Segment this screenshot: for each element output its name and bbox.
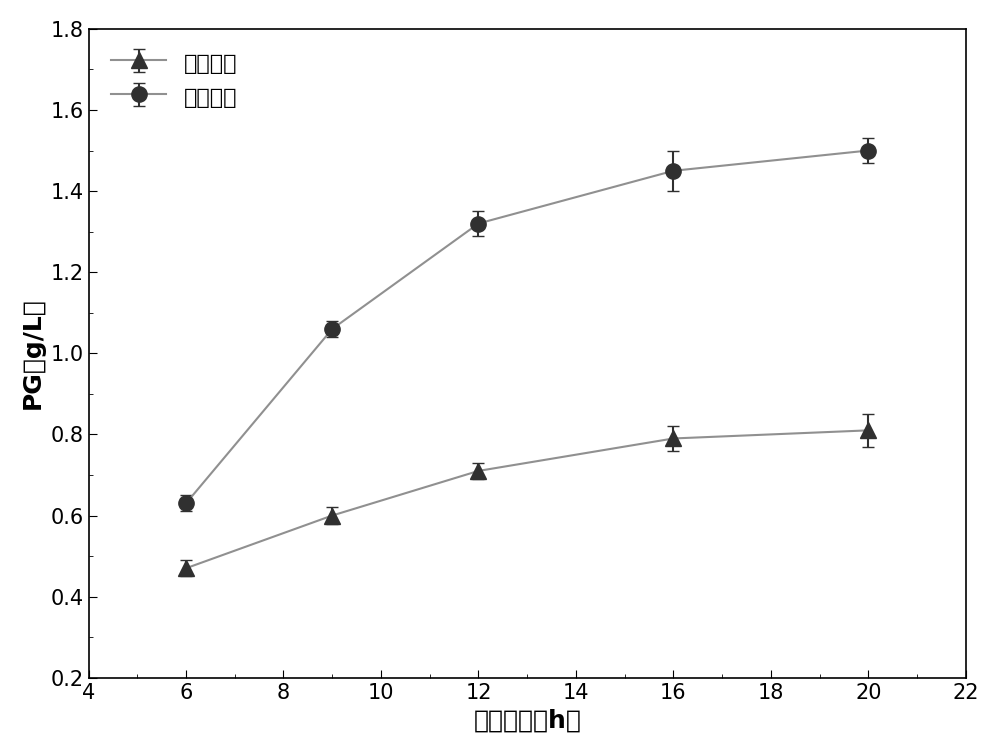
Legend: 对照菌株, 重组菌株: 对照菌株, 重组菌株 xyxy=(100,40,249,119)
X-axis label: 诱导时间（h）: 诱导时间（h） xyxy=(473,708,581,732)
Y-axis label: PG（g/L）: PG（g/L） xyxy=(21,297,45,409)
